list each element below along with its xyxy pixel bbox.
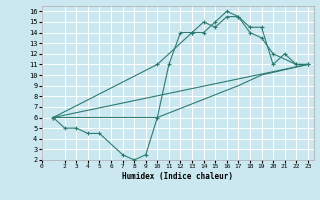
X-axis label: Humidex (Indice chaleur): Humidex (Indice chaleur) (122, 172, 233, 181)
